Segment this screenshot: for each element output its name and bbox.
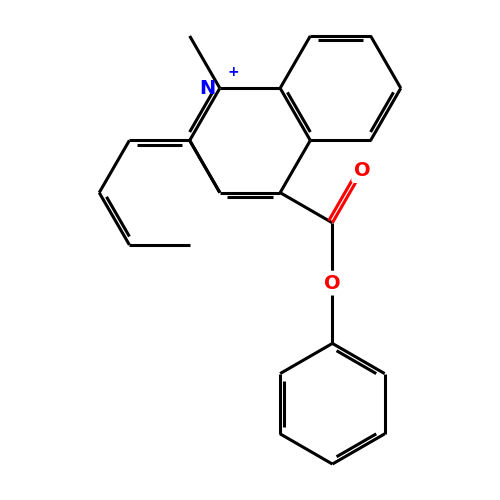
Text: +: +	[227, 65, 238, 79]
Text: N: N	[200, 78, 216, 98]
Text: O: O	[324, 274, 340, 292]
Text: O: O	[354, 161, 371, 180]
